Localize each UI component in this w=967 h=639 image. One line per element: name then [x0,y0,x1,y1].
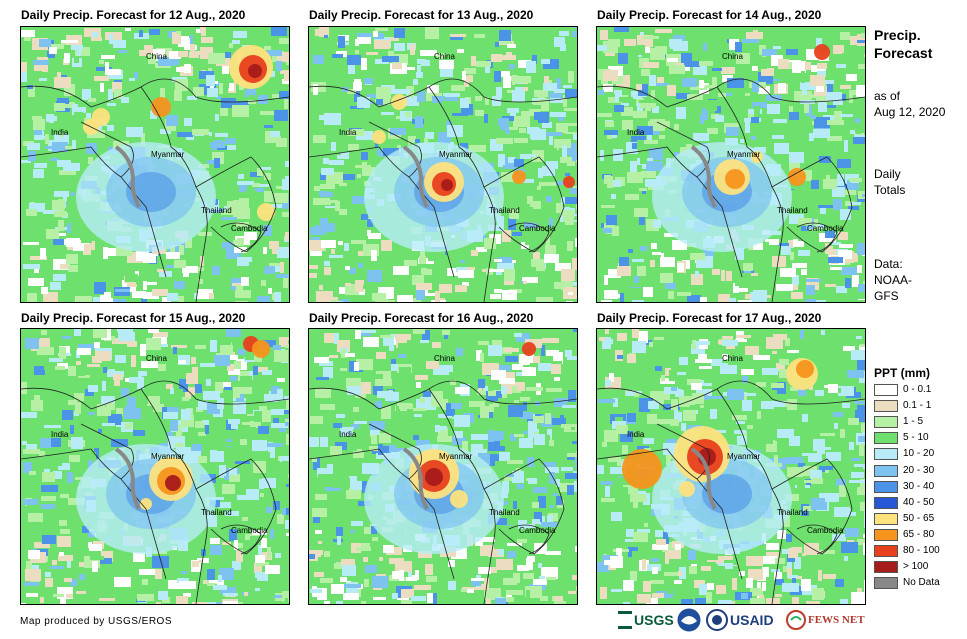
legend-swatch [874,561,898,574]
rainfall-map: China India Myanmar Thailand Cambodia [597,27,865,302]
legend-swatch [874,416,898,429]
place-label-china: China [146,52,167,61]
place-label-myanmar: Myanmar [727,150,761,159]
map-panel-1: China India Myanmar Thailand Cambodia [20,26,290,303]
legend-title: PPT (mm) [874,366,931,380]
noaa-logo [677,608,701,632]
map-panel-5: China India Myanmar Thailand Cambodia [308,328,578,605]
place-label-thailand: Thailand [489,206,520,215]
fewsnet-logo: FEWS NET [786,608,865,632]
usaid-logo: USAID [706,608,774,632]
map-panel-2: China India Myanmar Thailand Cambodia [308,26,578,303]
place-label-china: China [434,52,455,61]
legend-label: > 100 [903,561,929,573]
place-label-thailand: Thailand [777,206,808,215]
legend-swatch [874,577,898,590]
legend-swatch [874,432,898,445]
map-panel-6: China India Myanmar Thailand Cambodia [596,328,866,605]
place-label-china: China [434,354,455,363]
place-label-myanmar: Myanmar [727,452,761,461]
place-label-india: India [339,128,357,137]
legend-swatch [874,528,898,541]
usaid-seal-icon [706,609,728,631]
place-label-thailand: Thailand [489,508,520,517]
panel-title-4: Daily Precip. Forecast for 15 Aug., 2020 [21,311,246,325]
panel-title-1: Daily Precip. Forecast for 12 Aug., 2020 [21,8,246,22]
panel-title-3: Daily Precip. Forecast for 14 Aug., 2020 [597,8,822,22]
legend-label: 1 - 5 [903,416,924,428]
place-label-cambodia: Cambodia [807,526,844,535]
place-label-cambodia: Cambodia [231,224,268,233]
place-label-myanmar: Myanmar [439,452,473,461]
map-credit: Map produced by USGS/EROS [20,616,173,627]
place-label-india: India [627,128,645,137]
sidebar-daily-totals: Daily Totals [874,167,906,197]
usgs-logo: USGS [618,608,674,632]
legend-label: 0 - 0.1 [903,384,932,395]
place-label-thailand: Thailand [201,206,232,215]
noaa-emblem-icon [677,608,701,632]
fewsnet-globe-icon [786,610,806,630]
legend-label: 20 - 30 [903,464,935,476]
legend-swatch [874,545,898,557]
sidebar-asof: as of Aug 12, 2020 [874,89,946,119]
panel-title-2: Daily Precip. Forecast for 13 Aug., 2020 [309,8,534,22]
place-label-cambodia: Cambodia [519,526,556,535]
place-label-myanmar: Myanmar [439,150,473,159]
place-label-thailand: Thailand [777,508,808,517]
map-panel-4: China India Myanmar Thailand Cambodia [20,328,290,605]
rainfall-map: China India Myanmar Thailand Cambodia [597,329,865,604]
legend-swatch [874,496,898,509]
legend-label: 5 - 10 [903,432,929,444]
place-label-india: India [51,128,69,137]
place-label-thailand: Thailand [201,508,232,517]
map-panel-3: China India Myanmar Thailand Cambodia [596,26,866,303]
place-label-myanmar: Myanmar [151,150,185,159]
place-label-cambodia: Cambodia [807,224,844,233]
legend-label: 0.1 - 1 [903,400,932,412]
rainfall-map: China India Myanmar Thailand Cambodia [21,329,289,604]
legend-label: 50 - 65 [903,512,935,524]
place-label-cambodia: Cambodia [231,526,268,535]
legend-swatch [874,400,898,413]
legend-swatch [874,480,898,493]
rainfall-map: China India Myanmar Thailand Cambodia [309,27,577,302]
rainfall-map: China India Myanmar Thailand Cambodia [309,329,577,604]
place-label-china: China [722,354,743,363]
rainfall-map: China India Myanmar Thailand Cambodia [21,27,289,302]
panel-title-5: Daily Precip. Forecast for 16 Aug., 2020 [309,311,534,325]
legend-swatch [874,512,898,525]
place-label-china: China [722,52,743,61]
place-label-myanmar: Myanmar [151,452,185,461]
legend-swatch [874,384,898,396]
place-label-india: India [339,430,357,439]
place-label-india: India [51,430,69,439]
legend-label: 30 - 40 [903,480,935,492]
legend-label: 10 - 20 [903,448,935,460]
place-label-india: India [627,430,645,439]
usgs-waves-icon [618,611,632,629]
legend-swatch [874,464,898,477]
place-label-china: China [146,354,167,363]
panel-title-6: Daily Precip. Forecast for 17 Aug., 2020 [597,311,822,325]
legend-label: 65 - 80 [903,528,935,540]
legend-label: No Data [903,577,940,589]
place-label-cambodia: Cambodia [519,224,556,233]
sidebar-data-source: Data: NOAA- GFS [874,257,913,303]
legend-label: 40 - 50 [903,496,935,508]
legend-swatch [874,448,898,461]
sidebar-title: Precip. Forecast [874,27,933,61]
legend-label: 80 - 100 [903,545,940,556]
